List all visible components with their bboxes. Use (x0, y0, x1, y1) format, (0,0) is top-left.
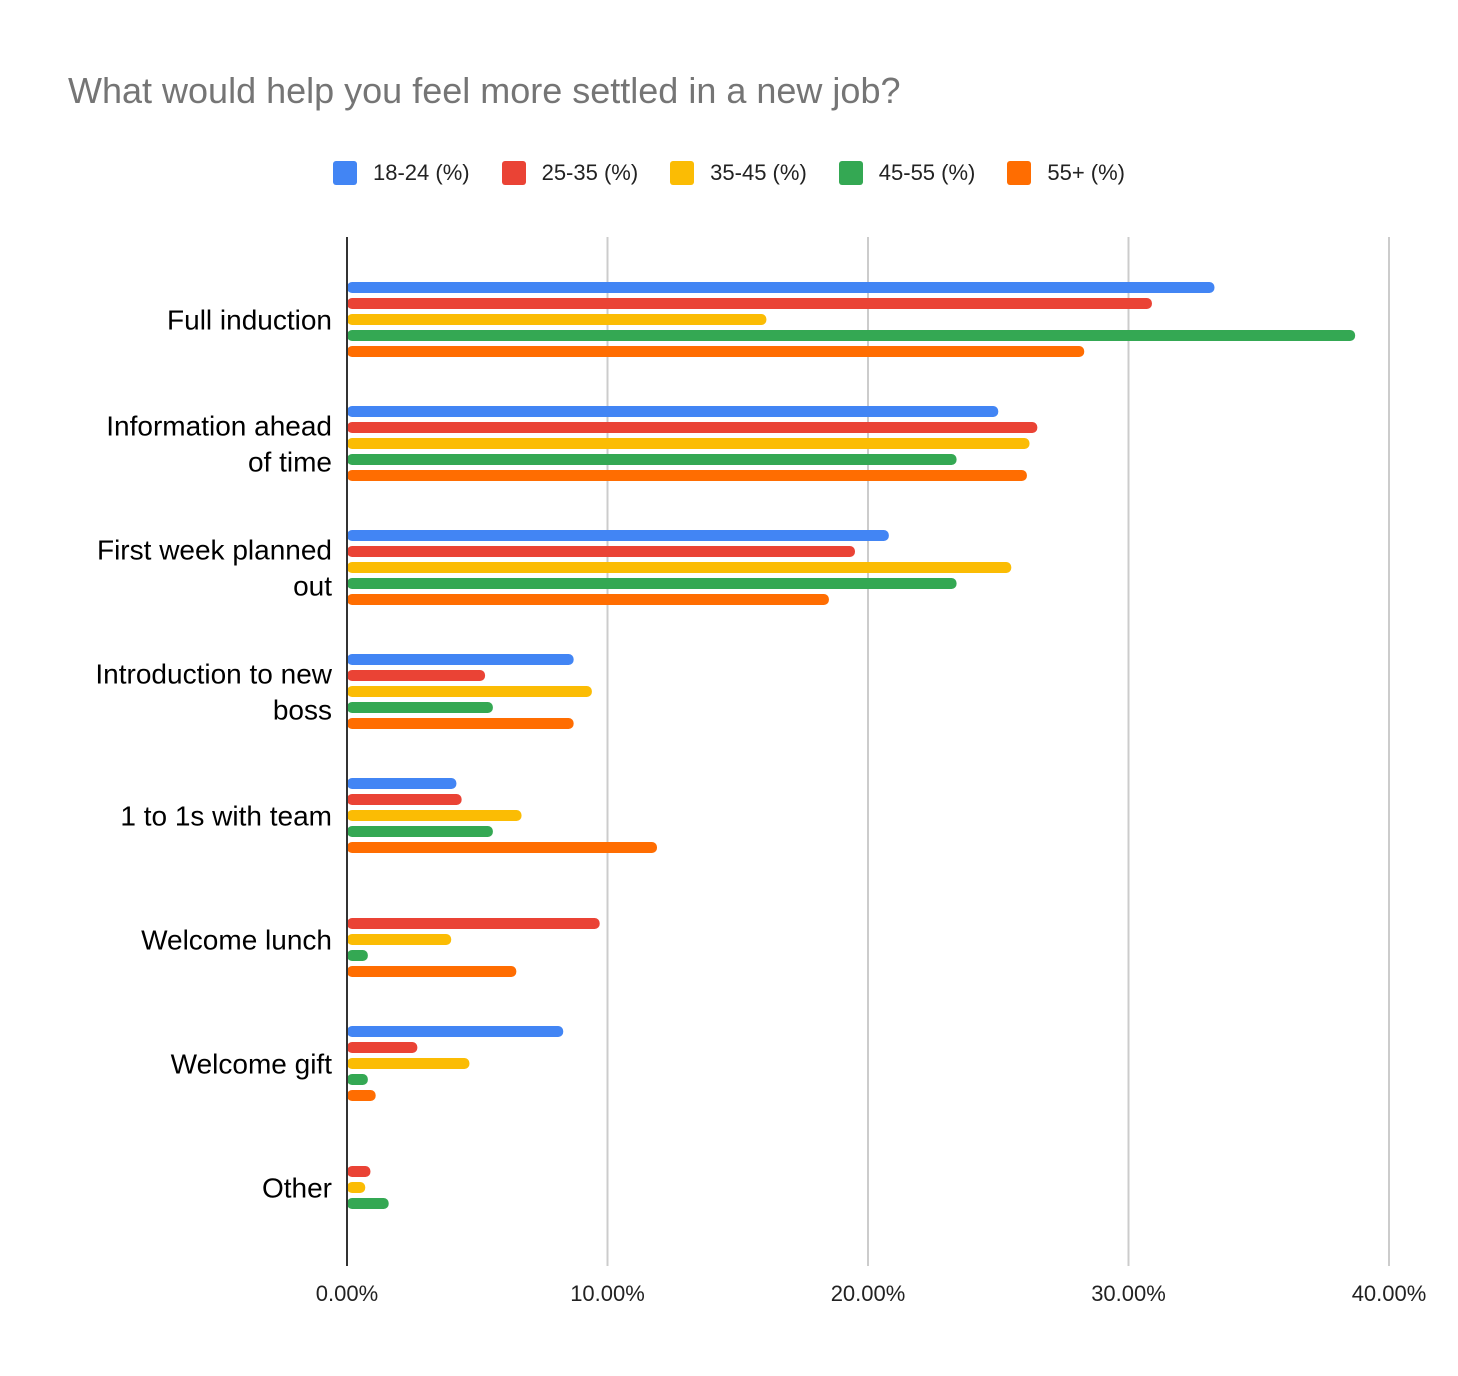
bar-full-induction-35-45[interactable] (347, 314, 767, 325)
bar-introduction-to-new-boss-25-35[interactable] (347, 670, 486, 681)
bar-1-to-1s-with-team-45-55[interactable] (347, 826, 493, 837)
legend-swatch-18-24 (332, 161, 357, 185)
bar-introduction-to-new-boss-55[interactable] (347, 718, 574, 729)
bar-welcome-lunch-35-45[interactable] (347, 934, 452, 945)
legend-swatch-25-35 (501, 161, 526, 185)
category-label: Introduction to new (95, 659, 332, 690)
legend-item-55-plus[interactable]: 55+ (%) (1007, 160, 1125, 186)
legend-item-35-45[interactable]: 35-45 (%) (670, 160, 807, 186)
bar-other-45-55[interactable] (347, 1198, 389, 1209)
bar-first-week-planned-out-18-24[interactable] (347, 530, 889, 541)
legend-label-35-45: 35-45 (%) (710, 160, 807, 185)
bar-welcome-gift-35-45[interactable] (347, 1058, 470, 1069)
bar-information-ahead-of-time-45-55[interactable] (347, 454, 957, 465)
bar-full-induction-55[interactable] (347, 346, 1085, 357)
legend-item-18-24[interactable]: 18-24 (%) (332, 160, 470, 186)
bar-welcome-gift-45-55[interactable] (347, 1074, 368, 1085)
bar-full-induction-25-35[interactable] (347, 298, 1152, 309)
bar-welcome-gift-55[interactable] (347, 1090, 376, 1101)
bar-1-to-1s-with-team-18-24[interactable] (347, 778, 457, 789)
legend-label-45-55: 45-55 (%) (878, 160, 976, 185)
bar-welcome-lunch-45-55[interactable] (347, 950, 368, 961)
bar-welcome-lunch-25-35[interactable] (347, 918, 600, 929)
bar-first-week-planned-out-35-45[interactable] (347, 562, 1012, 573)
bar-information-ahead-of-time-25-35[interactable] (347, 422, 1038, 433)
legend-label-55-plus: 55+ (%) (1047, 160, 1126, 185)
legend-item-45-55[interactable]: 45-55 (%) (838, 160, 976, 186)
x-tick-label: 10.00% (570, 1281, 645, 1306)
legend-item-25-35[interactable]: 25-35 (%) (501, 160, 639, 186)
category-label: boss (273, 695, 332, 726)
category-label: Welcome gift (171, 1049, 333, 1080)
bar-welcome-gift-18-24[interactable] (347, 1026, 564, 1037)
category-label: out (293, 571, 332, 602)
bar-other-25-35[interactable] (347, 1166, 371, 1177)
bar-first-week-planned-out-25-35[interactable] (347, 546, 855, 557)
bar-welcome-lunch-55[interactable] (347, 966, 517, 977)
bar-first-week-planned-out-55[interactable] (347, 594, 829, 605)
category-label: 1 to 1s with team (120, 801, 332, 832)
bar-other-35-45[interactable] (347, 1182, 366, 1193)
category-label: Information ahead (106, 411, 332, 442)
bar-1-to-1s-with-team-25-35[interactable] (347, 794, 462, 805)
legend-label-18-24: 18-24 (%) (372, 160, 470, 185)
bar-introduction-to-new-boss-35-45[interactable] (347, 686, 592, 697)
category-label: of time (248, 447, 332, 478)
legend-label-25-35: 25-35 (%) (541, 160, 639, 185)
chart-title: What would help you feel more settled in… (68, 70, 901, 111)
x-tick-label: 20.00% (831, 1281, 906, 1306)
bar-introduction-to-new-boss-18-24[interactable] (347, 654, 574, 665)
bar-welcome-gift-25-35[interactable] (347, 1042, 418, 1053)
bar-information-ahead-of-time-18-24[interactable] (347, 406, 999, 417)
bar-full-induction-18-24[interactable] (347, 282, 1215, 293)
legend-swatch-35-45 (670, 161, 695, 185)
bar-1-to-1s-with-team-55[interactable] (347, 842, 657, 853)
legend-swatch-55-plus (1007, 161, 1032, 185)
bar-information-ahead-of-time-35-45[interactable] (347, 438, 1030, 449)
bar-1-to-1s-with-team-35-45[interactable] (347, 810, 522, 821)
bar-first-week-planned-out-45-55[interactable] (347, 578, 957, 589)
category-label: Full induction (167, 305, 332, 336)
bar-introduction-to-new-boss-45-55[interactable] (347, 702, 493, 713)
bar-full-induction-45-55[interactable] (347, 330, 1356, 341)
legend-swatch-45-55 (838, 161, 863, 185)
bar-information-ahead-of-time-55[interactable] (347, 470, 1027, 481)
x-tick-label: 30.00% (1091, 1281, 1166, 1306)
x-tick-label: 40.00% (1352, 1281, 1427, 1306)
legend: 18-24 (%) 25-35 (%) 35-45 (%) 45-55 (%) … (0, 160, 1458, 186)
category-label: First week planned (97, 535, 332, 566)
x-tick-label: 0.00% (316, 1281, 378, 1306)
category-label: Other (262, 1173, 332, 1204)
category-label: Welcome lunch (141, 925, 332, 956)
